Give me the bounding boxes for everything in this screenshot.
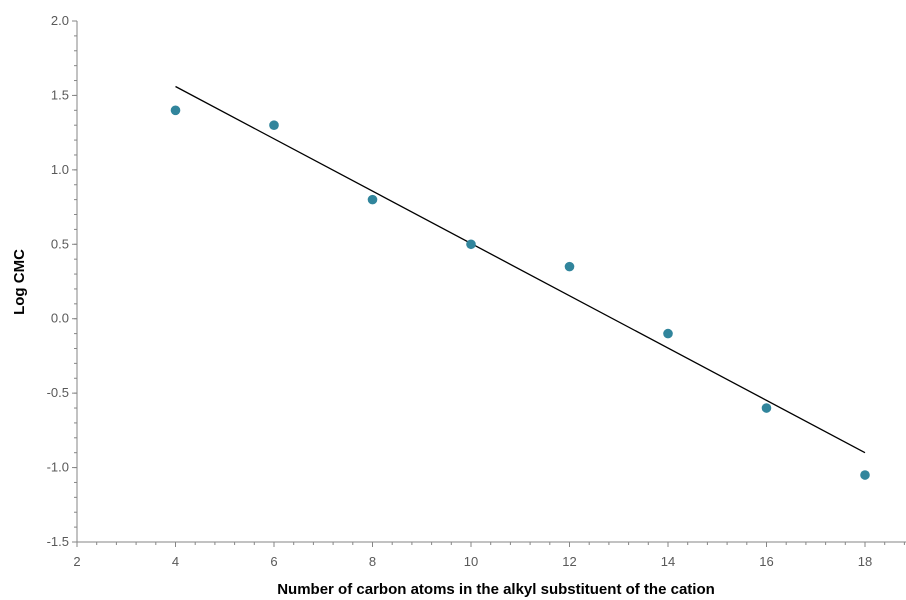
x-tick-label: 6 — [270, 554, 277, 569]
y-tick-label: 1.0 — [51, 162, 69, 177]
data-point — [761, 403, 772, 413]
y-tick-label: -0.5 — [47, 385, 69, 400]
trendline-group — [175, 85, 866, 454]
x-tick-label: 4 — [172, 554, 179, 569]
y-axis-title: Log CMC — [11, 249, 28, 315]
data-point — [269, 120, 279, 130]
axes — [76, 21, 906, 543]
y-tick-label: -1.0 — [47, 460, 69, 475]
y-tick-label: 1.5 — [51, 87, 69, 102]
x-tick-label: 2 — [73, 554, 80, 569]
x-tick-label: 18 — [858, 554, 872, 569]
y-tick-label: 2.0 — [51, 13, 69, 28]
trendline — [175, 85, 866, 454]
x-tick-label: 12 — [562, 554, 576, 569]
data-point — [564, 261, 575, 272]
data-point — [663, 328, 673, 339]
x-axis-title: Number of carbon atoms in the alkyl subs… — [277, 581, 715, 598]
y-tick-label: 0.5 — [51, 236, 69, 251]
ticks: -1.5 -1.0 -0.5 0.0 0.5 1.0 1.5 2.0 2 4 6 8 10 12 14 16 1… — [47, 13, 905, 569]
x-tick-label: 8 — [369, 554, 376, 569]
y-tick-label: 0.0 — [51, 311, 69, 326]
data-point — [860, 470, 870, 480]
x-tick-label: 10 — [464, 554, 478, 569]
data-point — [466, 239, 476, 250]
points-group — [170, 105, 870, 480]
data-point — [170, 105, 181, 116]
x-tick-label: 14 — [661, 554, 675, 569]
x-tick-label: 16 — [759, 554, 773, 569]
y-tick-label: -1.5 — [47, 534, 69, 549]
data-point — [367, 194, 378, 205]
